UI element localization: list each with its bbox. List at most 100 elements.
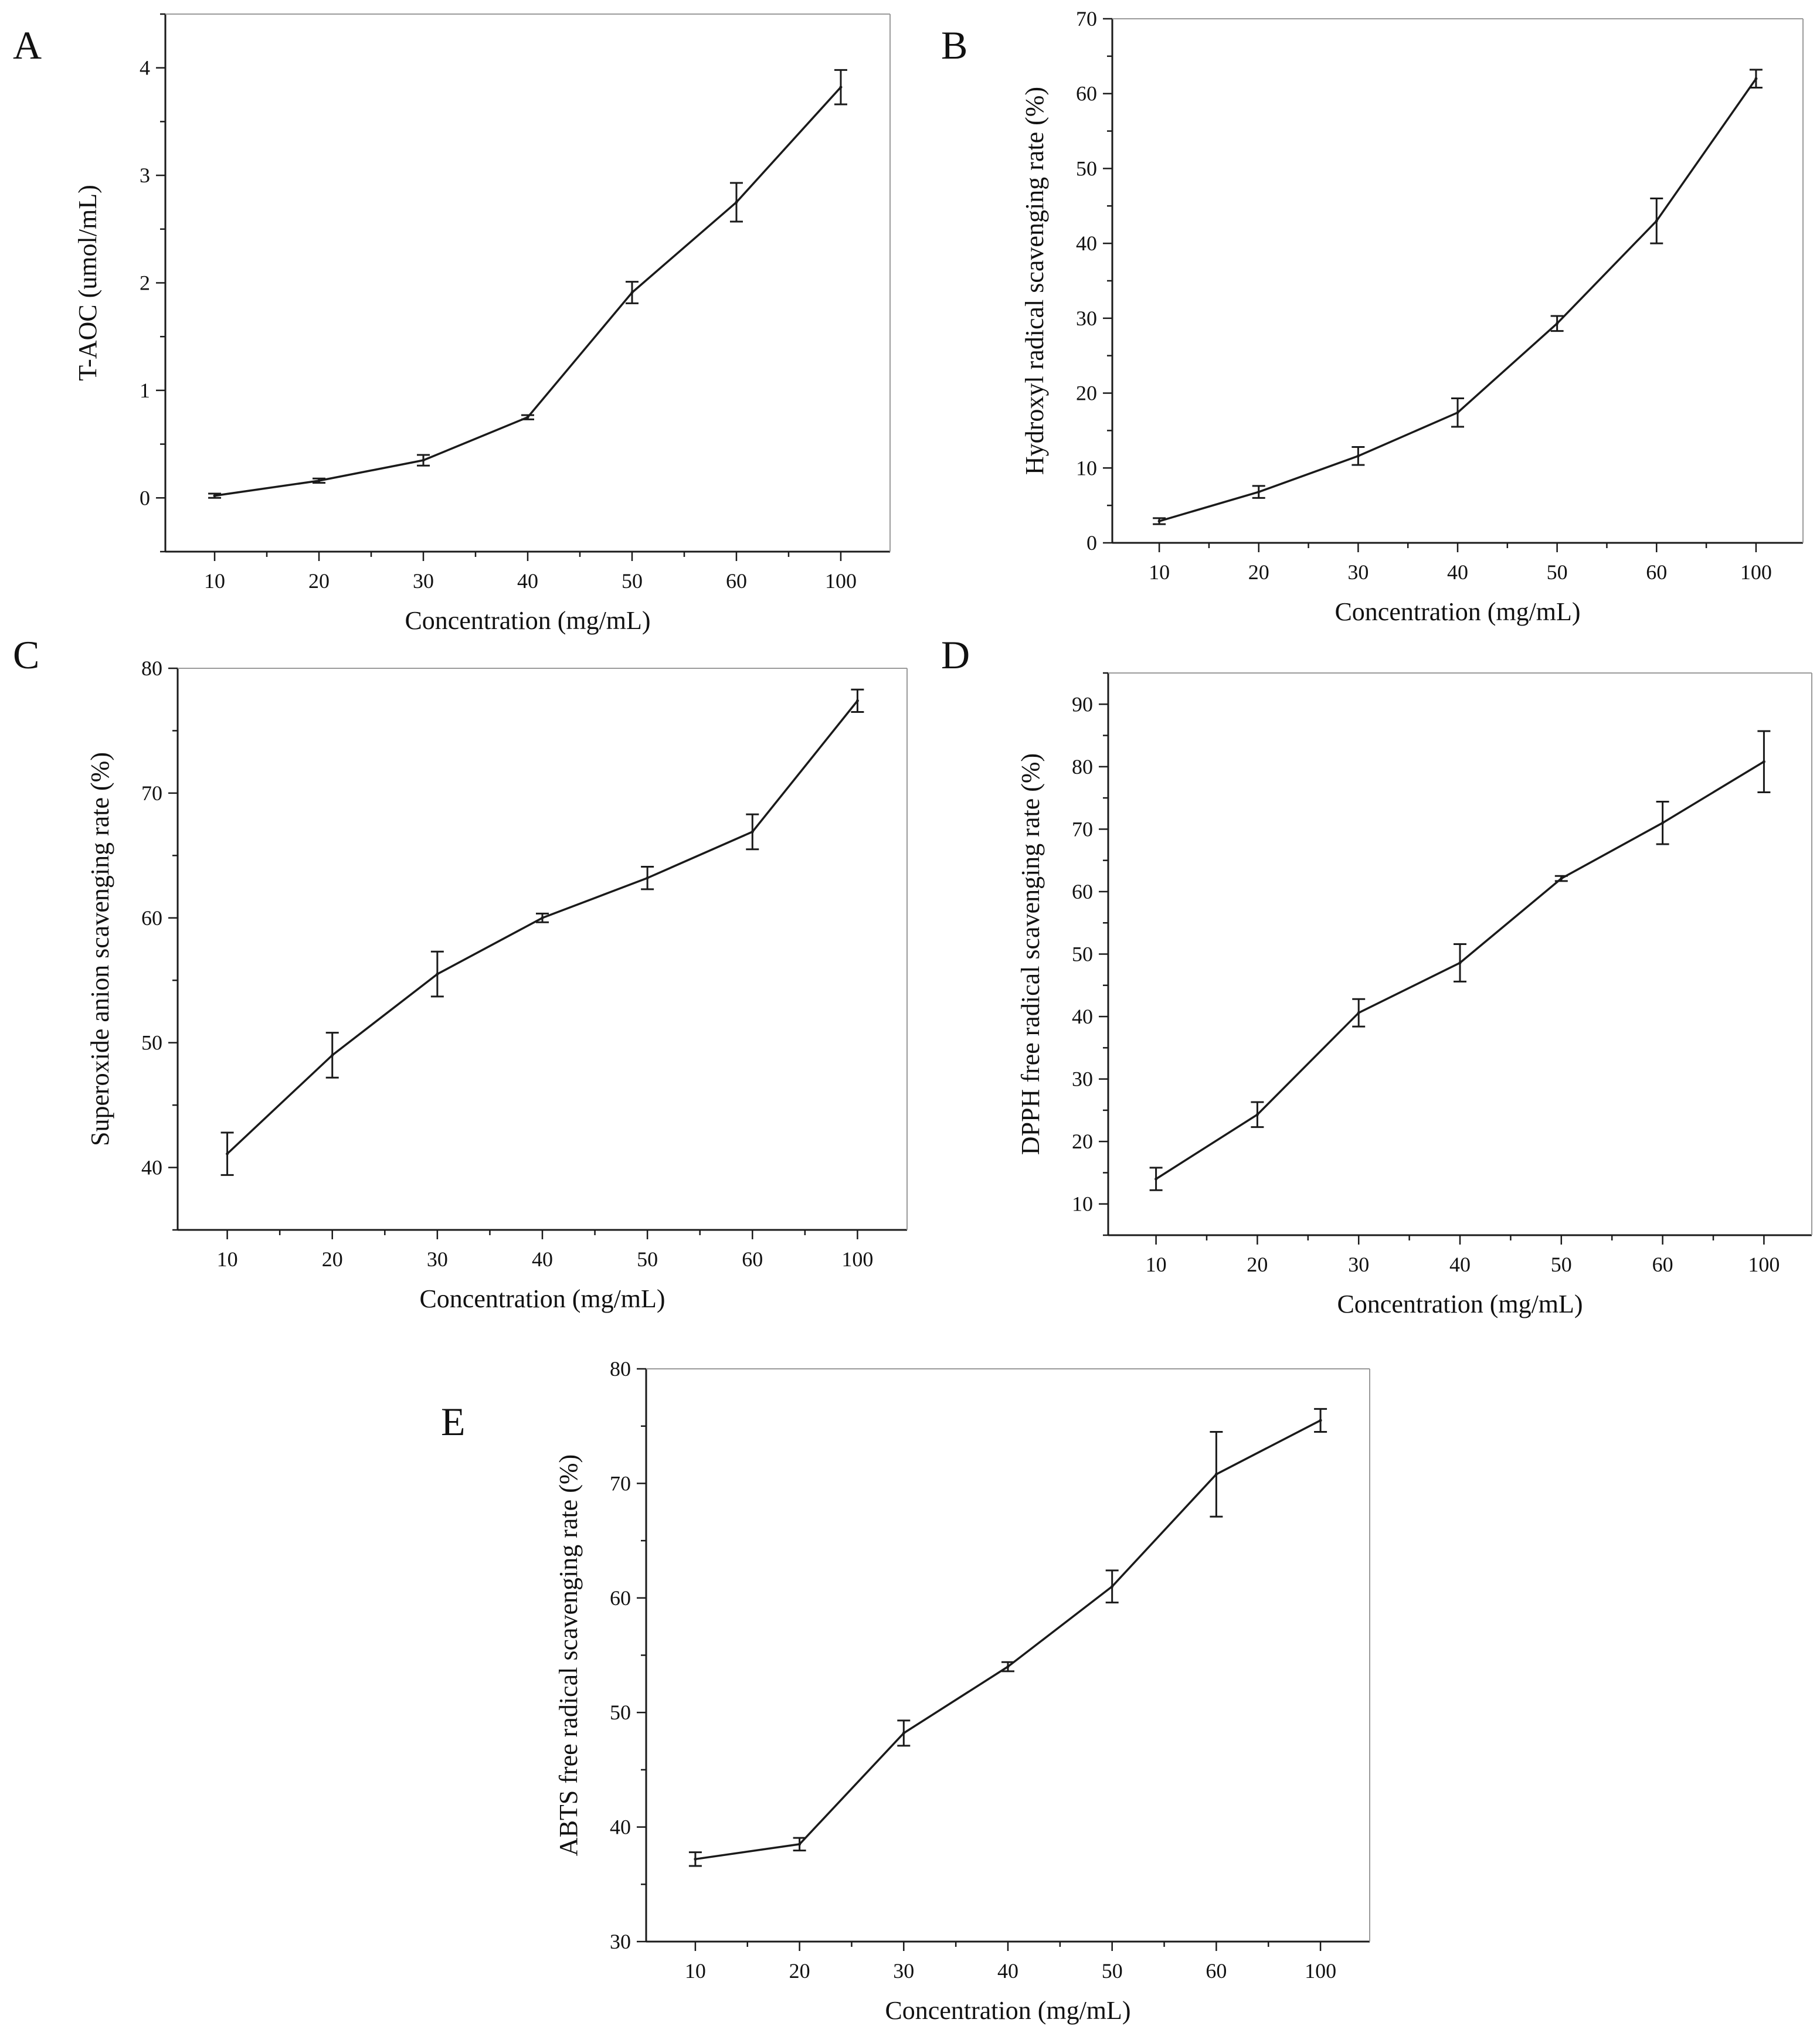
data-point [798,1843,802,1846]
panel-letter: A [13,23,42,67]
x-tick-label: 40 [517,569,538,593]
data-point [1319,1419,1322,1422]
y-tick-label: 30 [610,1930,631,1953]
y-tick-label: 60 [141,906,162,930]
data-point [1762,760,1765,763]
data-point [646,876,649,880]
panel-letter: E [441,1399,466,1444]
data-point [1157,519,1161,523]
y-tick-label: 10 [1072,1192,1093,1216]
chart-panel-c: C 40 50 60 70 80 10 20 30 40 50 60 100 Concentration … [13,633,908,1313]
data-point [902,1731,905,1735]
y-tick-label: 50 [1072,943,1093,966]
data-point [735,200,738,204]
y-tick-label: 80 [610,1357,631,1381]
x-tick-label: 100 [841,1247,873,1271]
y-tick-label: 50 [1076,157,1097,180]
data-point [526,416,529,419]
data-point [1257,490,1261,494]
series-line [214,86,842,497]
data-point [1356,454,1360,458]
x-tick-label: 40 [1447,560,1468,584]
data-point [1556,322,1559,325]
y-axis-title: ABTS free radical scavenging rate (%) [554,1454,583,1856]
y-tick-label: 60 [1072,880,1093,903]
chart-panel-d: D 10 20 30 40 50 60 70 80 90 10 20 30 40 50 60 100 Concen… [941,633,1812,1318]
data-point [1458,961,1462,964]
y-tick-label: 70 [1072,817,1093,841]
chart-panel-e: E 30 40 50 60 70 80 10 20 30 40 50 60 100 Concentratio… [441,1357,1370,2025]
x-axis-title: Concentration (mg/mL) [1335,597,1580,626]
data-point [317,479,321,482]
x-tick-label: 50 [622,569,643,593]
x-tick-label: 100 [825,569,857,593]
y-tick-label: 10 [1076,456,1097,480]
y-tick-label: 40 [1072,1005,1093,1028]
x-axis-title: Concentration (mg/mL) [405,606,650,635]
data-point [1357,1011,1360,1015]
x-tick-label: 40 [997,1959,1018,1983]
x-tick-label: 10 [217,1247,238,1271]
data-point [1655,219,1658,223]
series-line [226,700,858,1155]
panel-letter: D [941,633,970,677]
y-tick-label: 4 [140,56,150,80]
y-tick-label: 30 [1072,1068,1093,1091]
data-point [630,291,634,294]
data-point [226,1152,229,1155]
data-point [422,458,425,462]
x-tick-label: 60 [726,569,747,593]
data-point [839,86,843,89]
x-tick-label: 30 [893,1959,914,1983]
x-tick-label: 30 [1347,560,1369,584]
y-tick-label: 50 [141,1031,162,1055]
x-tick-label: 10 [685,1959,706,1983]
x-tick-label: 50 [1547,560,1568,584]
data-point [1560,877,1563,881]
y-tick-label: 60 [610,1586,631,1610]
x-tick-label: 60 [1646,560,1667,584]
data-point [1155,1177,1158,1181]
y-tick-label: 0 [1086,531,1097,555]
x-tick-label: 50 [1102,1959,1123,1983]
data-point [1006,1665,1010,1668]
y-axis-title: Hydroxyl radical scavenging rate (%) [1020,87,1049,475]
x-tick-label: 100 [1305,1959,1336,1983]
y-axis-title: DPPH free radical scavenging rate (%) [1016,753,1045,1155]
x-tick-label: 50 [1551,1253,1572,1276]
y-tick-label: 20 [1076,382,1097,405]
x-tick-label: 40 [532,1247,553,1271]
data-point [436,973,439,976]
y-tick-label: 30 [1076,307,1097,330]
x-axis-title: Concentration (mg/mL) [885,1996,1130,2025]
data-point [1456,411,1459,414]
x-tick-label: 30 [427,1247,448,1271]
y-tick-label: 40 [1076,232,1097,255]
data-point [1661,821,1665,825]
data-point [751,830,754,834]
data-point [331,1053,334,1057]
x-tick-label: 20 [1247,1253,1268,1276]
x-tick-label: 50 [637,1247,658,1271]
x-tick-label: 60 [742,1247,763,1271]
y-tick-label: 70 [141,781,162,805]
x-tick-label: 100 [1740,560,1772,584]
y-tick-label: 0 [140,486,150,509]
x-tick-label: 30 [413,569,434,593]
y-tick-label: 3 [140,164,150,187]
y-tick-label: 2 [140,271,150,295]
y-tick-label: 60 [1076,82,1097,106]
panel-letter: C [13,633,39,677]
series-line [695,1419,1321,1861]
x-tick-label: 40 [1449,1253,1471,1276]
y-tick-label: 80 [1072,755,1093,779]
series-line [1159,78,1757,522]
data-point [1111,1585,1114,1588]
chart-panel-a: A 0 1 2 3 4 10 20 30 40 50 60 100 Concentration (mg/m… [13,13,891,635]
y-tick-label: 90 [1072,692,1093,716]
y-tick-label: 50 [610,1701,631,1724]
x-axis-title: Concentration (mg/mL) [419,1284,665,1313]
x-tick-label: 20 [322,1247,343,1271]
y-axis-title: T-AOC (umol/mL) [73,185,102,380]
